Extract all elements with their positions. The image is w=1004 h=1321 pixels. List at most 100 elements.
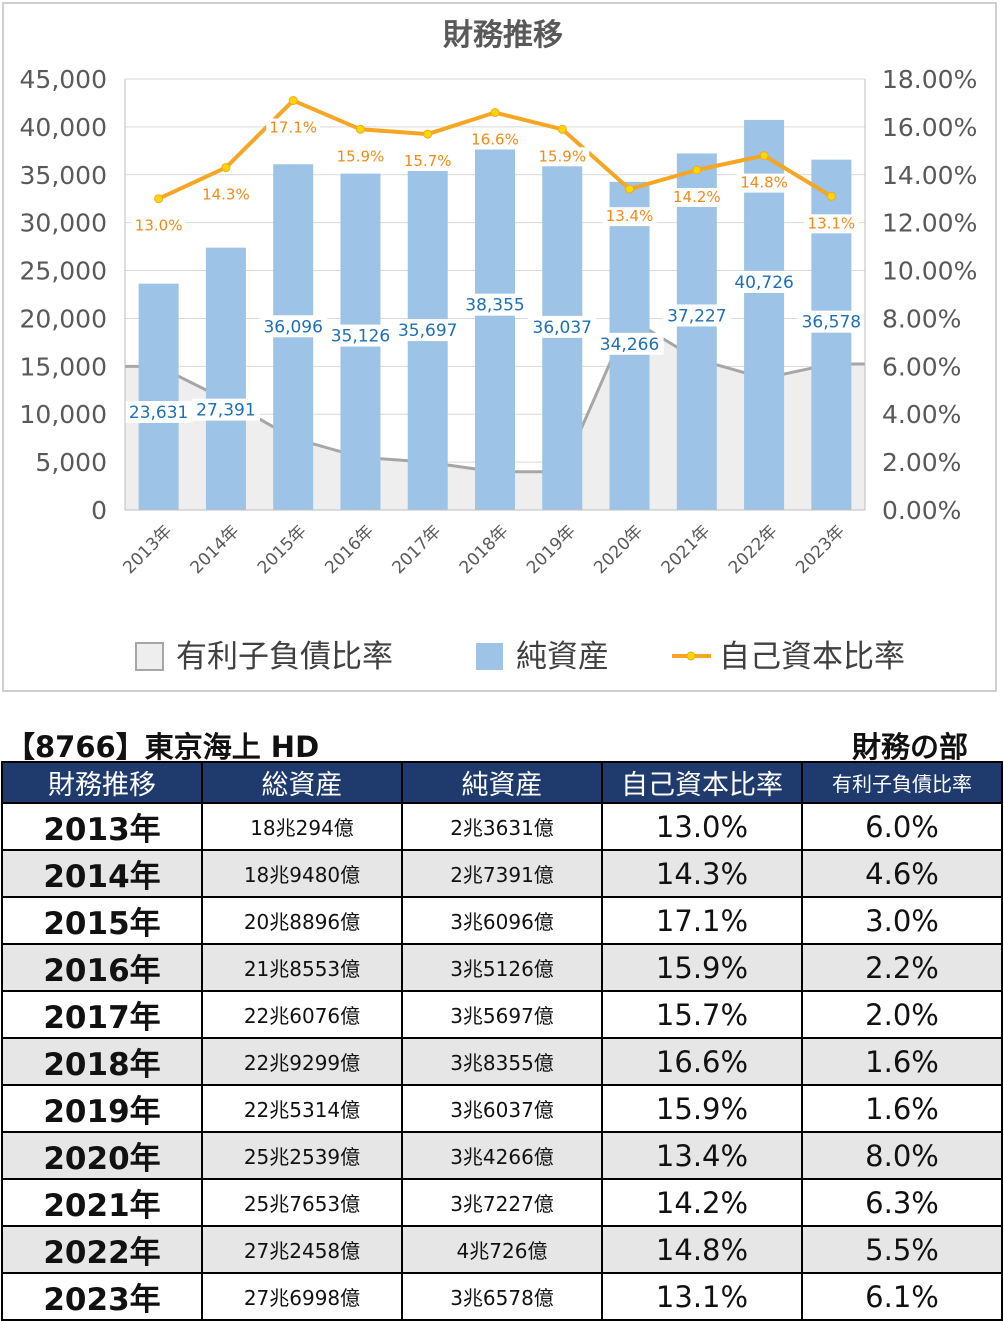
cell-net-assets: 3兆6096億	[401, 896, 603, 945]
cell-equity-ratio: 13.4%	[601, 1131, 803, 1180]
equity-ratio-point	[154, 194, 164, 204]
equity-ratio-point	[557, 124, 567, 134]
equity-ratio-data-label: 13.0%	[135, 217, 183, 235]
bar-net-assets	[676, 153, 717, 510]
net-assets-label-bg	[326, 324, 395, 347]
y-right-tick-label: 16.00%	[882, 113, 977, 142]
bar-net-assets	[138, 283, 179, 510]
net-assets-label-bg	[461, 293, 529, 316]
equity-ratio-data-label: 14.3%	[202, 186, 250, 204]
section-title: 財務の部	[851, 730, 968, 764]
data-labels: 23,631 27,391 36,096 35,126 35,697 38,355 36,0…	[124, 118, 866, 423]
cell-net-assets: 4兆726億	[401, 1225, 603, 1274]
net-assets-label-bg	[528, 315, 597, 338]
equity-ratio-point	[625, 184, 635, 194]
cell-total-assets: 21兆8553億	[201, 943, 403, 992]
cell-debt-ratio: 2.2%	[801, 943, 1003, 992]
y-left-tick-label: 30,000	[20, 209, 107, 238]
cell-debt-ratio: 3.0%	[801, 896, 1003, 945]
equity-ratio-label-bg	[266, 118, 321, 138]
net-assets-label-bg	[191, 398, 260, 421]
y-left-tick-label: 0	[91, 496, 107, 525]
cell-net-assets: 2兆3631億	[401, 802, 603, 851]
table-row: 2015年 20兆8896億 3兆6096億 17.1% 3.0%	[1, 896, 1003, 945]
x-tick-label: 2013年	[119, 521, 176, 578]
y-right-tick-label: 2.00%	[882, 448, 961, 477]
cell-debt-ratio: 8.0%	[801, 1131, 1003, 1180]
net-assets-label-bg	[124, 401, 193, 423]
bar-net-assets	[811, 159, 852, 510]
x-tick-label: 2019年	[523, 521, 580, 578]
equity-ratio-label-bg	[737, 173, 792, 193]
net-assets-data-label: 35,126	[331, 327, 390, 347]
cell-year: 2016年	[1, 943, 203, 992]
cell-debt-ratio: 5.5%	[801, 1225, 1003, 1274]
net-assets-label-bg	[730, 270, 799, 293]
x-tick-label: 2015年	[254, 521, 311, 578]
net-assets-data-label: 35,697	[398, 321, 457, 341]
cell-total-assets: 25兆7653億	[201, 1178, 403, 1227]
equity-ratio-label-bg	[333, 147, 388, 167]
y-right-tick-label: 14.00%	[882, 161, 977, 190]
cell-net-assets: 3兆4266億	[401, 1131, 603, 1180]
table-row: 2022年 27兆2458億 4兆726億 14.8% 5.5%	[1, 1225, 1003, 1274]
cell-total-assets: 18兆9480億	[201, 849, 403, 898]
x-tick-label: 2023年	[792, 521, 849, 578]
table-header-row: 財務推移 総資産 純資産 自己資本比率 有利子負債比率	[1, 761, 1003, 804]
x-tick-label: 2014年	[187, 521, 244, 578]
cell-total-assets: 25兆2539億	[201, 1131, 403, 1180]
legend-swatch-debt-ratio	[135, 642, 164, 671]
table-row: 2016年 21兆8553億 3兆5126億 15.9% 2.2%	[1, 943, 1003, 992]
cell-year: 2022年	[1, 1225, 203, 1274]
cell-net-assets: 3兆5697億	[401, 990, 603, 1039]
net-assets-data-label: 23,631	[129, 403, 188, 423]
equity-ratio-point	[288, 96, 298, 106]
cell-year: 2014年	[1, 849, 203, 898]
net-assets-label-bg	[259, 315, 328, 338]
x-tick-label: 2020年	[590, 521, 647, 578]
equity-ratio-data-label: 13.4%	[606, 207, 654, 225]
net-assets-data-label: 38,355	[465, 296, 524, 316]
equity-ratio-label-bg	[131, 216, 186, 236]
cell-year: 2019年	[1, 1084, 203, 1133]
cell-year: 2017年	[1, 990, 203, 1039]
equity-ratio-data-label: 15.9%	[538, 147, 586, 165]
equity-ratio-data-label: 17.1%	[269, 119, 317, 137]
table-row: 2018年 22兆9299億 3兆8355億 16.6% 1.6%	[1, 1037, 1003, 1086]
cell-year: 2023年	[1, 1272, 203, 1321]
equity-ratio-point	[759, 151, 769, 161]
equity-ratio-data-label: 14.8%	[740, 174, 788, 192]
cell-year: 2013年	[1, 802, 203, 851]
cell-total-assets: 20兆8896億	[201, 896, 403, 945]
table-row: 2021年 25兆7653億 3兆7227億 14.2% 6.3%	[1, 1178, 1003, 1227]
cell-equity-ratio: 13.1%	[601, 1272, 803, 1321]
cell-debt-ratio: 1.6%	[801, 1037, 1003, 1086]
table-row: 2019年 22兆5314億 3兆6037億 15.9% 1.6%	[1, 1084, 1003, 1133]
equity-ratio-label-bg	[669, 187, 724, 207]
equity-ratio-point	[692, 165, 702, 175]
financial-table: 財務推移 総資産 純資産 自己資本比率 有利子負債比率 2013年 18兆294億…	[1, 761, 1003, 1321]
equity-ratio-data-label: 13.1%	[808, 214, 856, 232]
x-tick-label: 2017年	[389, 521, 446, 578]
header-period: 財務推移	[1, 761, 203, 804]
y-left-tick-label: 40,000	[20, 113, 107, 142]
cell-net-assets: 3兆6037億	[401, 1084, 603, 1133]
cell-year: 2021年	[1, 1178, 203, 1227]
company-name: 【8766】東京海上 HD	[6, 730, 320, 764]
y-right-tick-label: 6.00%	[882, 352, 961, 381]
table-row: 2020年 25兆2539億 3兆4266億 13.4% 8.0%	[1, 1131, 1003, 1180]
header-net-assets: 純資産	[401, 761, 603, 804]
cell-year: 2015年	[1, 896, 203, 945]
equity-ratio-data-label: 15.9%	[337, 147, 385, 165]
table-row: 2017年 22兆6076億 3兆5697億 15.7% 2.0%	[1, 990, 1003, 1039]
legend-label-equity-ratio: 自己資本比率	[719, 639, 905, 675]
equity-ratio-label-bg	[198, 185, 253, 205]
cell-equity-ratio: 14.3%	[601, 849, 803, 898]
cell-equity-ratio: 14.8%	[601, 1225, 803, 1274]
y-left-tick-label: 35,000	[20, 161, 107, 190]
legend-marker-equity-ratio	[686, 651, 696, 661]
cell-equity-ratio: 15.9%	[601, 1084, 803, 1133]
table-row: 2013年 18兆294億 2兆3631億 13.0% 6.0%	[1, 802, 1003, 851]
cell-equity-ratio: 15.7%	[601, 990, 803, 1039]
table-row: 2023年 27兆6998億 3兆6578億 13.1% 6.1%	[1, 1272, 1003, 1321]
